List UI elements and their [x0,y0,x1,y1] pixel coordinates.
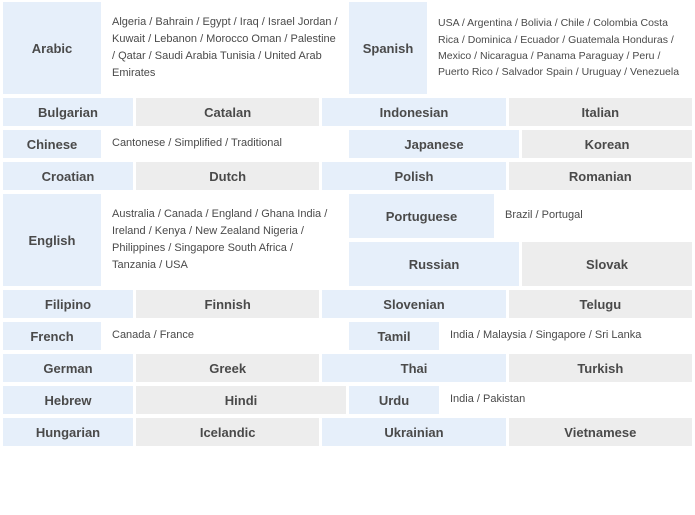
lang-slovak[interactable]: Slovak [522,242,692,286]
lang-catalan[interactable]: Catalan [136,98,319,126]
lang-french[interactable]: French [3,322,101,350]
lang-spanish[interactable]: Spanish [349,2,427,94]
lang-chinese[interactable]: Chinese [3,130,101,158]
lang-thai[interactable]: Thai [322,354,505,382]
row-8: Hebrew Hindi Urdu India / Pakistan [3,386,692,414]
row-5: Filipino Finnish Slovenian Telugu [3,290,692,318]
lang-english[interactable]: English [3,194,101,286]
lang-russian[interactable]: Russian [349,242,519,286]
detail-french: Canada / France [104,322,346,350]
lang-greek[interactable]: Greek [136,354,319,382]
lang-arabic[interactable]: Arabic [3,2,101,94]
lang-romanian[interactable]: Romanian [509,162,692,190]
detail-portuguese: Brazil / Portugal [497,194,692,238]
row-9: Hungarian Icelandic Ukrainian Vietnamese [3,418,692,446]
lang-hindi[interactable]: Hindi [136,386,346,414]
lang-korean[interactable]: Korean [522,130,692,158]
detail-urdu: India / Pakistan [442,386,692,414]
detail-tamil: India / Malaysia / Singapore / Sri Lanka [442,322,692,350]
detail-chinese: Cantonese / Simplified / Traditional [104,130,346,158]
lang-portuguese[interactable]: Portuguese [349,194,494,238]
lang-tamil[interactable]: Tamil [349,322,439,350]
lang-indonesian[interactable]: Indonesian [322,98,505,126]
english-row: English Australia / Canada / England / G… [3,194,692,286]
lang-telugu[interactable]: Telugu [509,290,692,318]
lang-japanese[interactable]: Japanese [349,130,519,158]
row-7: German Greek Thai Turkish [3,354,692,382]
lang-bulgarian[interactable]: Bulgarian [3,98,133,126]
lang-hebrew[interactable]: Hebrew [3,386,133,414]
lang-german[interactable]: German [3,354,133,382]
row-6: French Canada / France Tamil India / Mal… [3,322,692,350]
lang-icelandic[interactable]: Icelandic [136,418,319,446]
lang-italian[interactable]: Italian [509,98,692,126]
lang-slovenian[interactable]: Slovenian [322,290,505,318]
lang-urdu[interactable]: Urdu [349,386,439,414]
lang-croatian[interactable]: Croatian [3,162,133,190]
lang-finnish[interactable]: Finnish [136,290,319,318]
detail-arabic: Algeria / Bahrain / Egypt / Iraq / Israe… [104,2,346,94]
lang-vietnamese[interactable]: Vietnamese [509,418,692,446]
row-1: Bulgarian Catalan Indonesian Italian [3,98,692,126]
lang-turkish[interactable]: Turkish [509,354,692,382]
top-row: Arabic Algeria / Bahrain / Egypt / Iraq … [3,2,692,94]
detail-spanish: USA / Argentina / Bolivia / Chile / Colo… [430,2,692,94]
row-3: Croatian Dutch Polish Romanian [3,162,692,190]
language-table: Arabic Algeria / Bahrain / Egypt / Iraq … [3,0,692,446]
detail-english: Australia / Canada / England / Ghana Ind… [104,194,346,286]
lang-ukrainian[interactable]: Ukrainian [322,418,505,446]
lang-dutch[interactable]: Dutch [136,162,319,190]
lang-polish[interactable]: Polish [322,162,505,190]
row-2: Chinese Cantonese / Simplified / Traditi… [3,130,692,158]
lang-hungarian[interactable]: Hungarian [3,418,133,446]
lang-filipino[interactable]: Filipino [3,290,133,318]
